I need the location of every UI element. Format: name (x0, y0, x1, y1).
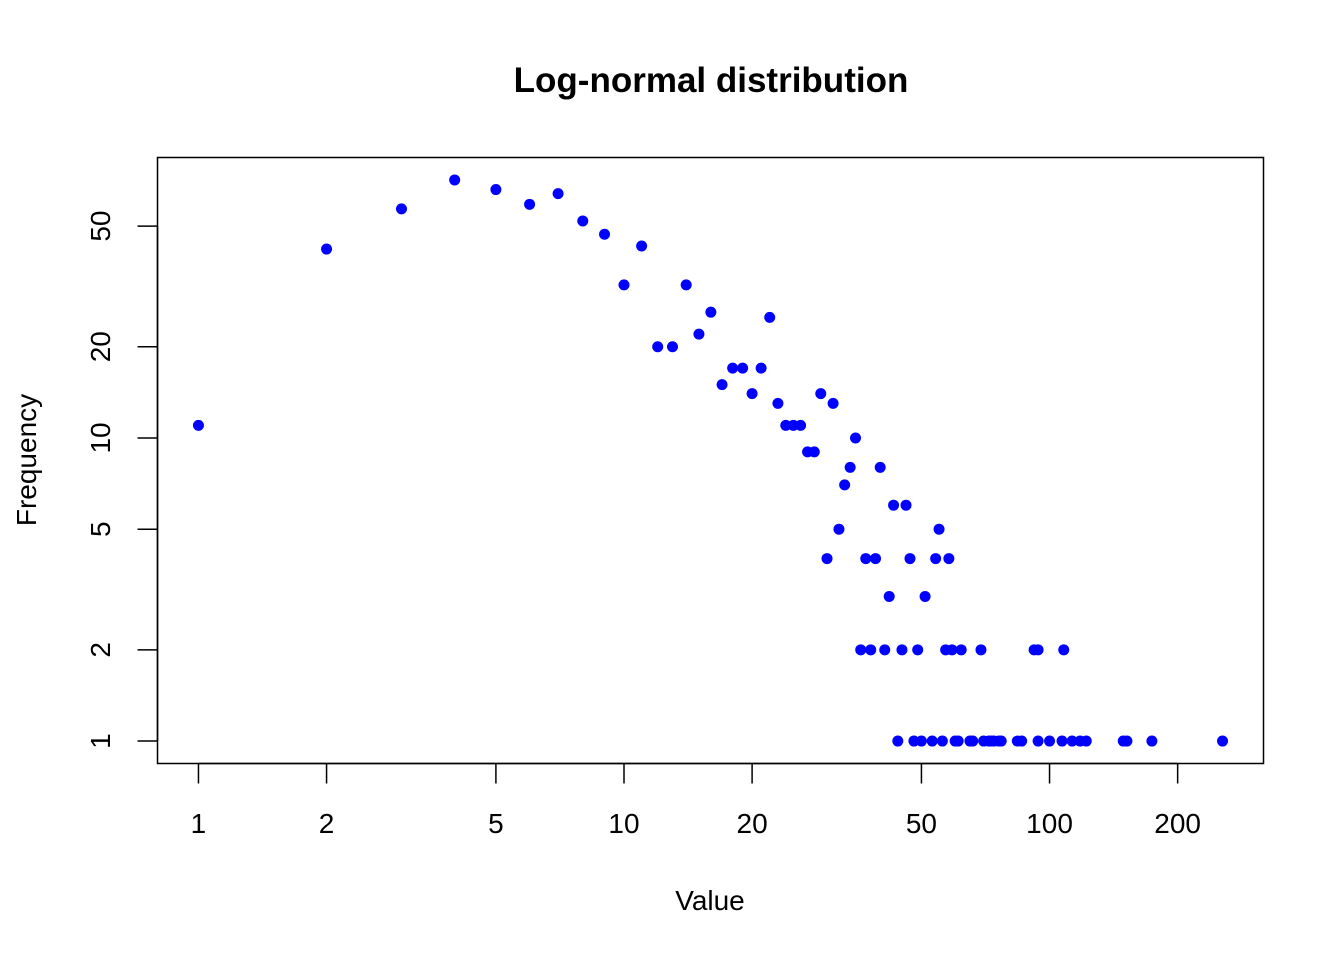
data-point (652, 341, 664, 353)
data-point (1032, 644, 1044, 656)
x-tick-label: 50 (906, 808, 937, 839)
data-point (321, 243, 333, 255)
data-point (1146, 735, 1158, 747)
data-point (908, 735, 920, 747)
data-point (780, 419, 792, 431)
data-point (839, 479, 851, 491)
data-point (952, 735, 964, 747)
x-tick-label: 20 (737, 808, 768, 839)
data-point (795, 419, 807, 431)
data-point (1044, 735, 1056, 747)
data-point (716, 379, 728, 391)
data-point (919, 590, 931, 602)
data-point (705, 306, 717, 318)
data-point (943, 553, 955, 565)
data-points (192, 174, 1229, 747)
data-point (967, 735, 979, 747)
x-tick-label: 10 (608, 808, 639, 839)
data-point (904, 553, 916, 565)
data-point (865, 644, 877, 656)
data-point (975, 644, 987, 656)
data-point (815, 388, 827, 400)
y-axis: 1 2 5 10 20 50 (85, 211, 159, 749)
x-tick-label: 100 (1026, 808, 1073, 839)
data-point (192, 419, 204, 431)
data-point (1056, 735, 1068, 747)
x-tick-label: 1 (191, 808, 207, 839)
data-point (915, 735, 927, 747)
data-point (955, 644, 967, 656)
data-point (855, 644, 867, 656)
data-point (808, 446, 820, 458)
y-tick-label: 20 (85, 331, 116, 362)
data-point (844, 461, 856, 473)
y-tick-label: 5 (85, 521, 116, 537)
data-point (772, 397, 784, 409)
data-point (888, 499, 900, 511)
data-point (930, 553, 942, 565)
data-point (764, 311, 776, 323)
data-point (693, 328, 705, 340)
data-point (1016, 735, 1028, 747)
data-point (926, 735, 938, 747)
data-point (395, 203, 407, 215)
data-point (666, 341, 678, 353)
data-point (599, 228, 611, 240)
data-point (874, 461, 886, 473)
data-point (1032, 735, 1044, 747)
data-point (636, 240, 648, 252)
data-point (912, 644, 924, 656)
x-axis-label: Value (675, 885, 745, 916)
data-point (1217, 735, 1229, 747)
data-point (946, 644, 958, 656)
data-point (892, 735, 904, 747)
data-point (449, 174, 461, 186)
data-point (936, 735, 948, 747)
y-tick-label: 50 (85, 211, 116, 242)
data-point (850, 432, 862, 444)
data-point (577, 215, 589, 227)
data-point (1066, 735, 1078, 747)
data-point (727, 362, 739, 374)
y-axis-label: Frequency (11, 394, 42, 526)
chart-title: Log-normal distribution (514, 61, 909, 100)
y-tick-label: 10 (85, 422, 116, 453)
y-tick-label: 1 (85, 733, 116, 749)
data-point (1080, 735, 1092, 747)
data-point (833, 523, 845, 535)
data-point (1058, 644, 1070, 656)
data-point (755, 362, 767, 374)
data-point (827, 397, 839, 409)
data-point (821, 553, 833, 565)
data-point (680, 279, 692, 291)
data-point (490, 184, 502, 196)
data-point (746, 388, 758, 400)
data-point (737, 362, 749, 374)
data-point (870, 553, 882, 565)
x-tick-label: 5 (488, 808, 504, 839)
data-point (933, 523, 945, 535)
data-point (524, 198, 536, 210)
x-tick-label: 2 (319, 808, 335, 839)
data-point (618, 279, 630, 291)
x-axis: 1 2 5 10 20 50 100 200 (191, 762, 1201, 839)
y-tick-label: 2 (85, 642, 116, 658)
data-point (896, 644, 908, 656)
data-point (883, 590, 895, 602)
x-tick-label: 200 (1154, 808, 1201, 839)
data-point (552, 188, 564, 200)
data-point (900, 499, 912, 511)
data-point (879, 644, 891, 656)
data-point (995, 735, 1007, 747)
data-point (1121, 735, 1133, 747)
data-point (860, 553, 872, 565)
